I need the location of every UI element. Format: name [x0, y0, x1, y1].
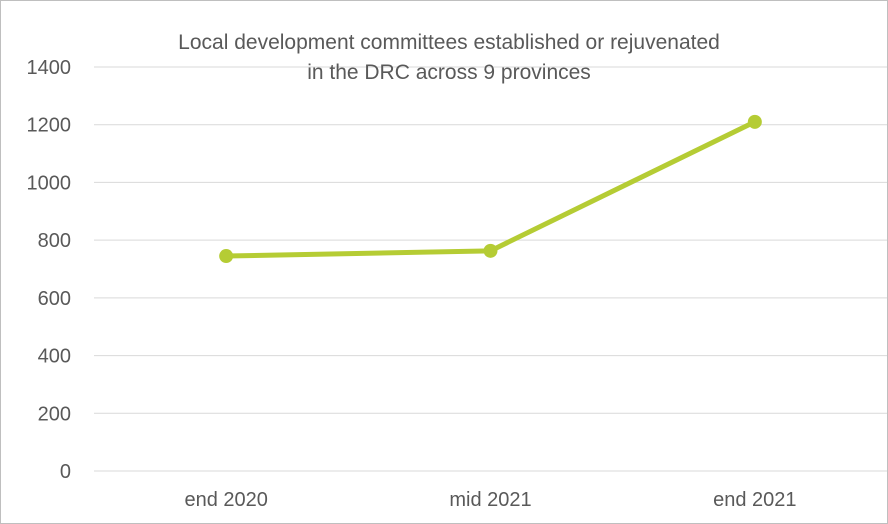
x-tick-label: end 2020 [184, 489, 267, 511]
y-tick-label: 200 [38, 403, 71, 425]
x-tick-label: end 2021 [713, 489, 796, 511]
data-point [219, 249, 234, 264]
x-axis-ticks: end 2020 mid 2021 end 2021 [184, 489, 796, 511]
y-tick-label: 1200 [27, 115, 72, 137]
series [219, 114, 762, 264]
x-tick-label: mid 2021 [449, 489, 531, 511]
y-tick-label: 600 [38, 288, 71, 310]
y-tick-label: 400 [38, 346, 71, 368]
gridlines [94, 66, 887, 472]
y-tick-label: 800 [38, 230, 71, 252]
chart-title: Local development committees established… [178, 31, 720, 84]
y-tick-label: 1000 [27, 172, 72, 194]
series-line [223, 119, 758, 259]
chart-title-line-2: in the DRC across 9 provinces [307, 61, 591, 84]
y-tick-label: 0 [60, 461, 71, 483]
data-point [747, 114, 762, 129]
y-tick-label: 1400 [27, 57, 72, 79]
chart-title-line-1: Local development committees established… [178, 31, 720, 54]
y-axis-ticks: 0 200 400 600 800 1000 1200 1400 [27, 57, 72, 483]
data-point [483, 243, 498, 258]
